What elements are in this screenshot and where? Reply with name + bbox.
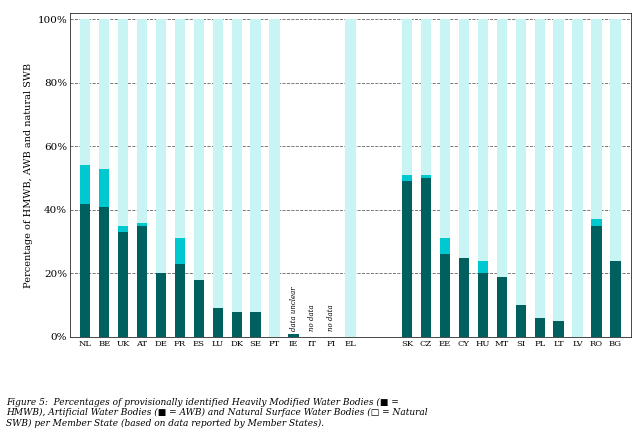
Bar	[175, 238, 185, 264]
Bar	[421, 19, 431, 175]
Bar	[250, 19, 261, 311]
Bar	[118, 226, 128, 232]
Bar	[554, 321, 564, 337]
Bar	[554, 19, 564, 321]
Bar	[213, 19, 223, 308]
Y-axis label: Percentage of HMWB, AWB and natural SWB: Percentage of HMWB, AWB and natural SWB	[24, 62, 33, 288]
Bar	[591, 19, 602, 219]
Bar	[497, 276, 507, 337]
Bar	[610, 261, 620, 337]
Bar	[402, 19, 412, 175]
Bar	[156, 273, 166, 337]
Bar	[80, 165, 90, 203]
Bar	[478, 273, 488, 337]
Bar	[459, 257, 469, 337]
Bar	[345, 19, 355, 337]
Text: no data: no data	[308, 304, 317, 330]
Bar	[497, 19, 507, 276]
Bar	[478, 261, 488, 273]
Text: data unclear: data unclear	[290, 286, 297, 330]
Bar	[99, 168, 110, 207]
Bar	[515, 19, 526, 305]
Bar	[118, 19, 128, 226]
Bar	[515, 305, 526, 337]
Bar	[99, 19, 110, 168]
Bar	[175, 264, 185, 337]
Bar	[534, 318, 545, 337]
Bar	[440, 254, 450, 337]
Bar	[402, 181, 412, 337]
Text: Figure 5:  Percentages of provisionally identified Heavily Modified Water Bodies: Figure 5: Percentages of provisionally i…	[6, 397, 428, 428]
Bar	[591, 219, 602, 226]
Bar	[99, 207, 110, 337]
Bar	[402, 175, 412, 181]
Bar	[459, 19, 469, 257]
Bar	[137, 226, 147, 337]
Bar	[137, 19, 147, 222]
Bar	[231, 311, 242, 337]
Bar	[421, 178, 431, 337]
Bar	[175, 19, 185, 238]
Bar	[137, 222, 147, 226]
Bar	[534, 19, 545, 318]
Bar	[231, 19, 242, 311]
Bar	[610, 19, 620, 261]
Bar	[440, 238, 450, 254]
Bar	[80, 203, 90, 337]
Bar	[156, 19, 166, 273]
Bar	[289, 334, 299, 337]
Text: no data: no data	[327, 304, 336, 330]
Bar	[421, 175, 431, 178]
Bar	[194, 19, 204, 280]
Bar	[269, 19, 280, 337]
Bar	[80, 19, 90, 165]
Bar	[440, 19, 450, 238]
Bar	[118, 232, 128, 337]
Bar	[591, 226, 602, 337]
Bar	[573, 19, 583, 337]
Bar	[478, 19, 488, 261]
Bar	[213, 308, 223, 337]
Bar	[194, 280, 204, 337]
Bar	[250, 311, 261, 337]
